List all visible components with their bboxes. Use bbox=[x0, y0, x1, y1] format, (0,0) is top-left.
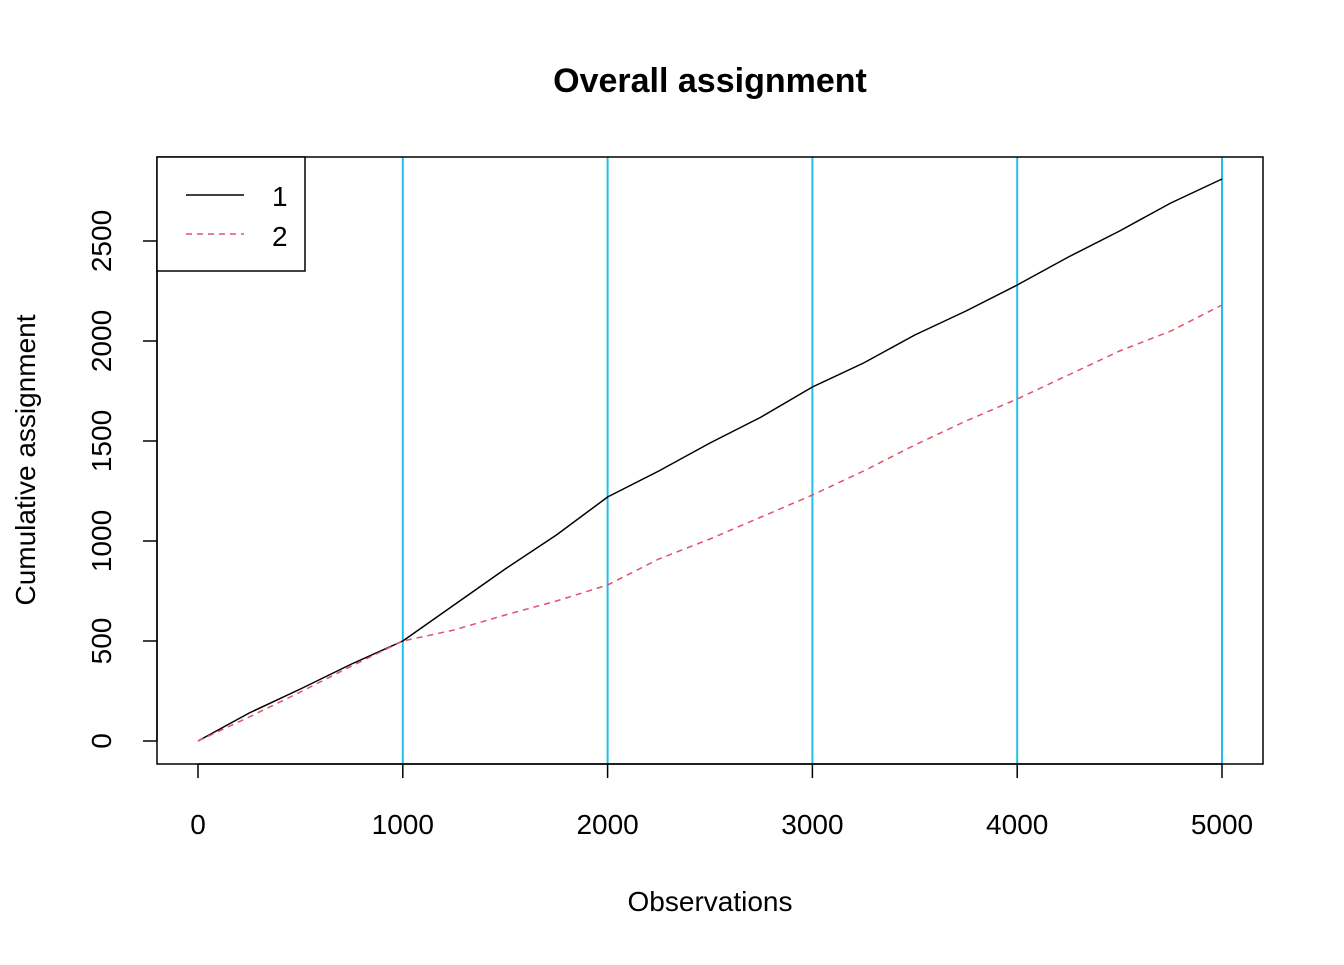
legend-box bbox=[156, 156, 306, 272]
y-axis-label: Cumulative assignment bbox=[10, 314, 41, 605]
vertical-reference-lines bbox=[401, 157, 1223, 764]
x-axis-label: Observations bbox=[628, 886, 793, 917]
x-tick-label: 4000 bbox=[986, 809, 1048, 840]
legend-label-2: 2 bbox=[272, 221, 288, 252]
y-axis: 0 500 1000 1500 2000 2500 bbox=[86, 210, 158, 749]
y-tick-label: 1500 bbox=[86, 410, 117, 472]
x-tick-label: 2000 bbox=[576, 809, 638, 840]
x-axis: 0 1000 2000 3000 4000 5000 bbox=[190, 763, 1253, 840]
y-tick-label: 500 bbox=[86, 618, 117, 665]
chart-title: Overall assignment bbox=[553, 62, 867, 100]
y-tick-label: 0 bbox=[86, 733, 117, 749]
legend: 1 2 bbox=[156, 156, 306, 272]
plot-box bbox=[156, 156, 1264, 765]
series-line-1 bbox=[197, 178, 1223, 742]
y-tick-label: 2000 bbox=[86, 310, 117, 372]
y-tick-label: 2500 bbox=[86, 210, 117, 272]
x-tick-label: 5000 bbox=[1191, 809, 1253, 840]
y-tick-label: 1000 bbox=[86, 510, 117, 572]
x-tick-label: 3000 bbox=[781, 809, 843, 840]
legend-label-1: 1 bbox=[272, 181, 288, 212]
x-tick-label: 1000 bbox=[372, 809, 434, 840]
series-line-2 bbox=[197, 304, 1223, 742]
x-tick-label: 0 bbox=[190, 809, 206, 840]
series-group bbox=[197, 178, 1223, 742]
